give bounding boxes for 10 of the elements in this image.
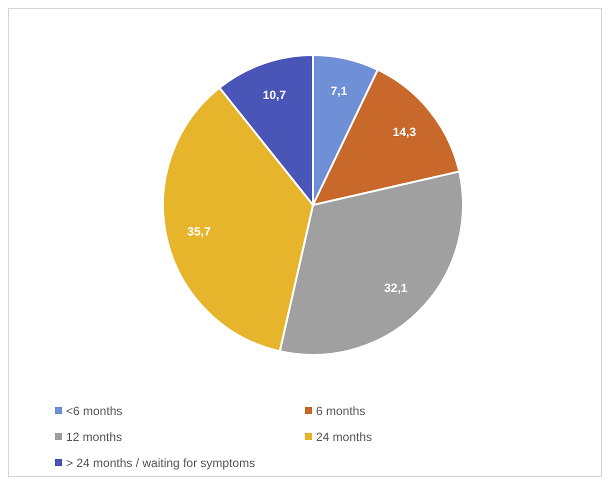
data-label: 14,3 — [392, 125, 416, 140]
legend-label: > 24 months / waiting for symptoms — [66, 456, 256, 470]
legend-label: 6 months — [316, 404, 366, 418]
data-label: 35,7 — [187, 224, 211, 238]
legend-label: 24 months — [316, 430, 372, 444]
legend-label: <6 months — [66, 404, 122, 418]
legend-label: 12 months — [66, 430, 122, 444]
data-label: 7,1 — [330, 84, 348, 98]
data-label: 10,7 — [262, 88, 286, 102]
data-label: 32,1 — [384, 280, 408, 295]
